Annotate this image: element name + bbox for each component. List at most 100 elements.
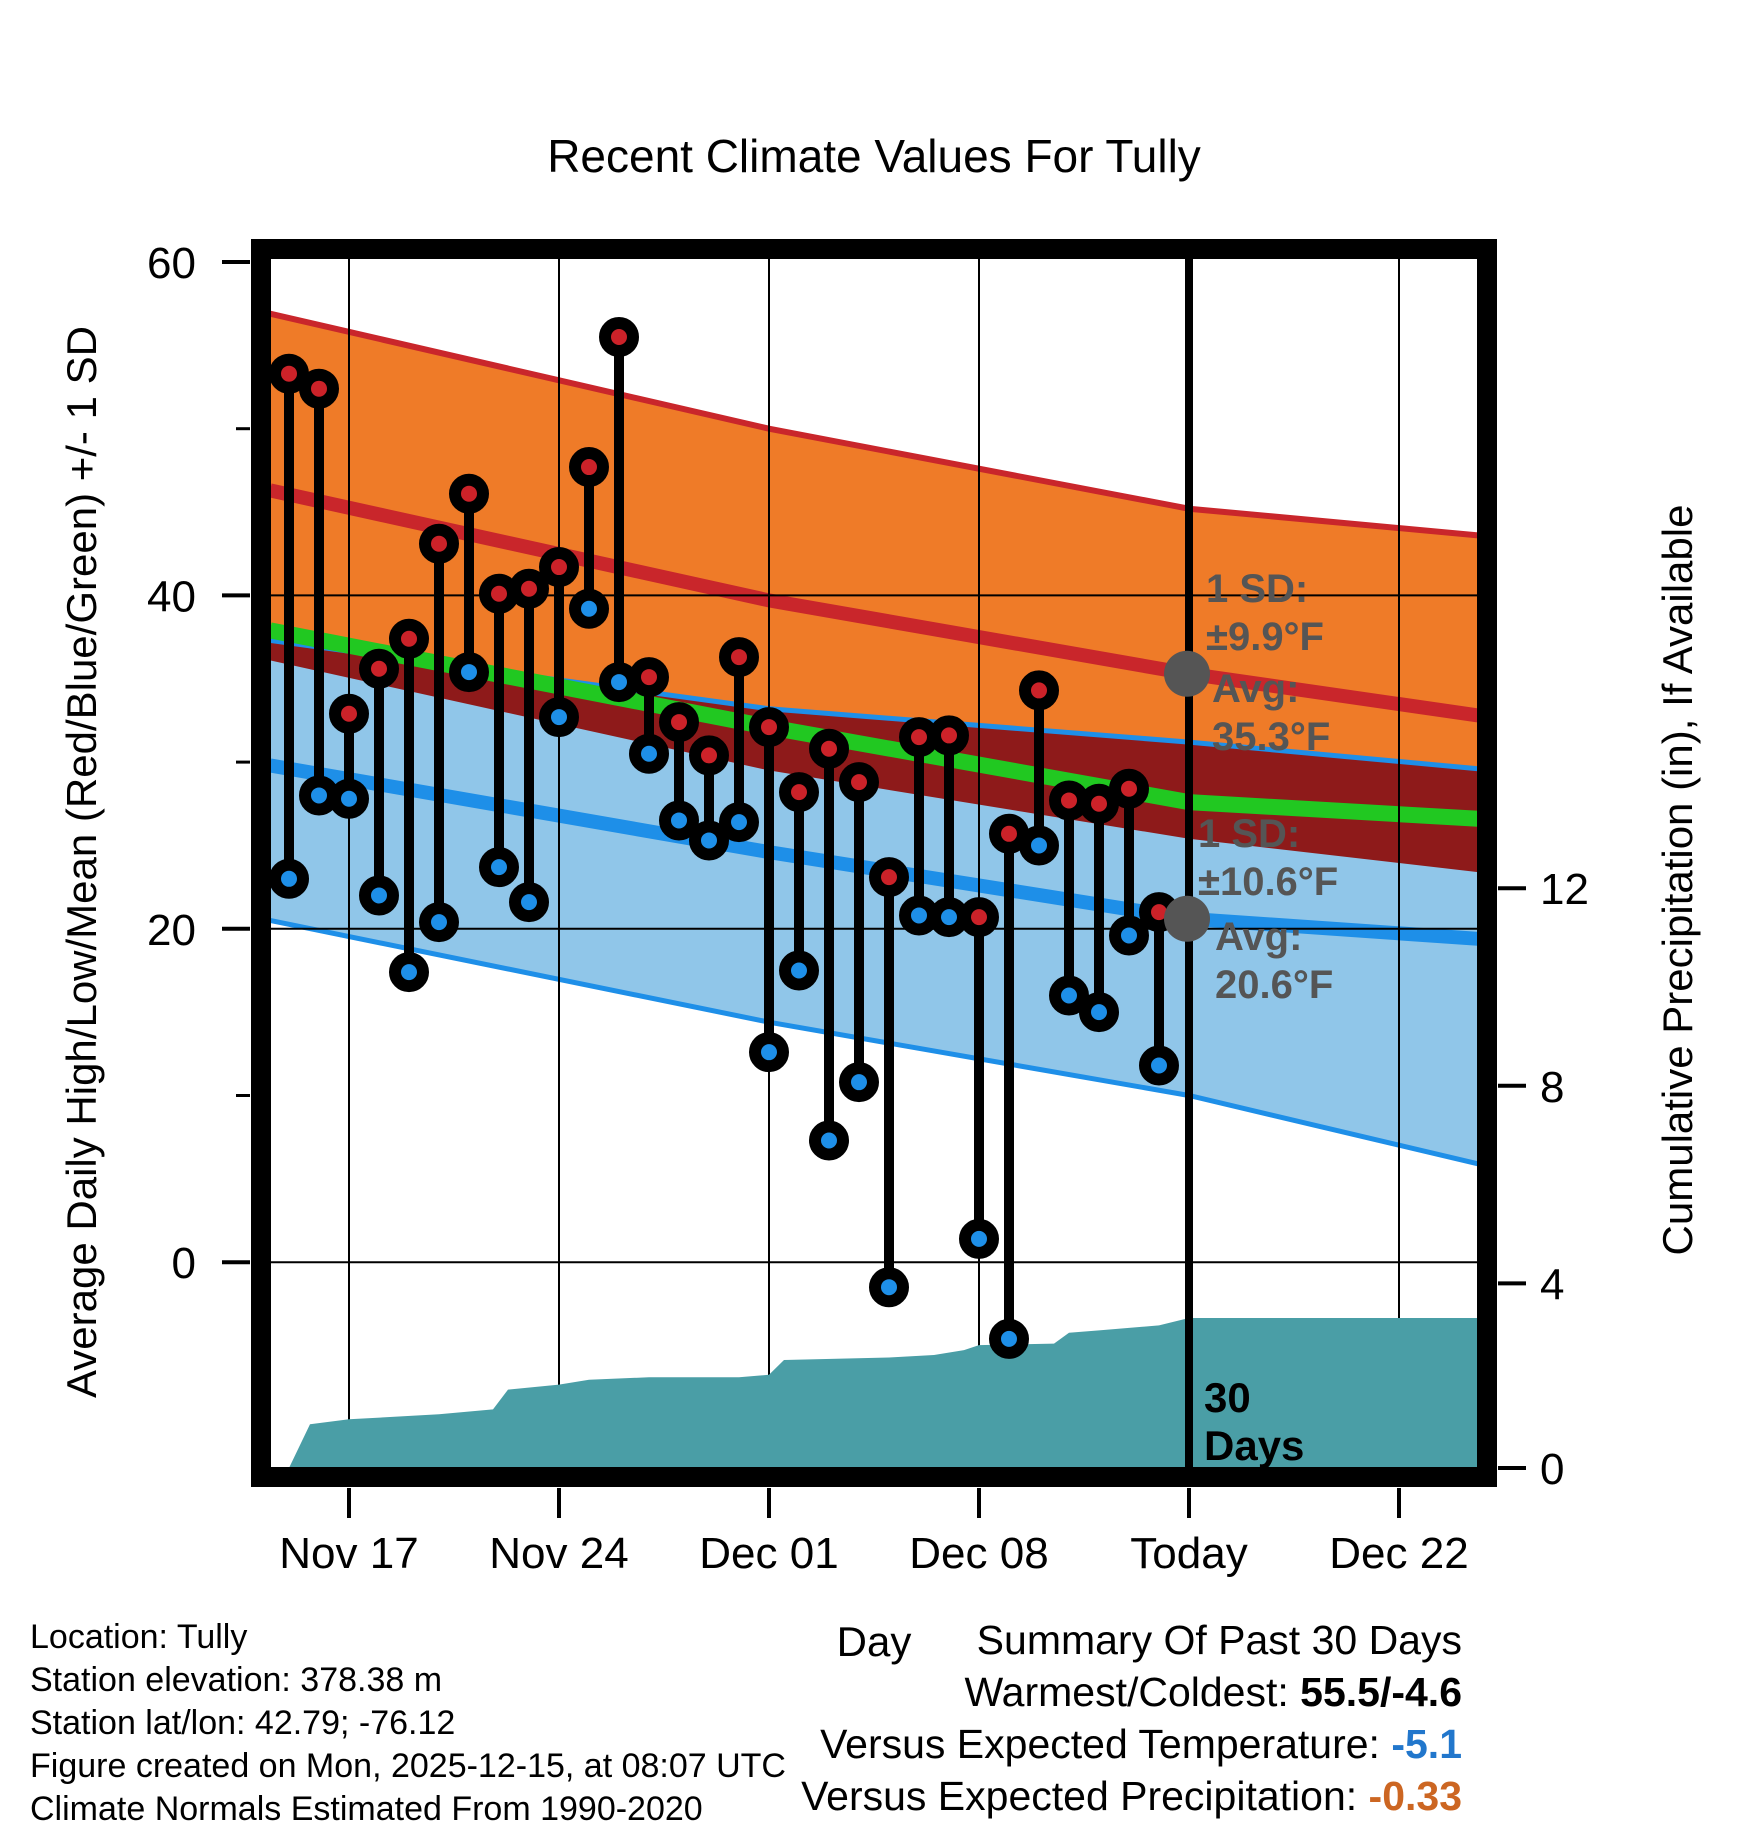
low-dot bbox=[779, 950, 819, 991]
x-tick-label: Nov 24 bbox=[489, 1529, 628, 1578]
y-axis-right-label: Cumulative Precipitation (in), If Availa… bbox=[1654, 505, 1701, 1256]
daily-stem bbox=[569, 447, 609, 629]
high-dot bbox=[809, 728, 849, 769]
avg-high-annotation-line1: Avg: bbox=[1212, 667, 1299, 711]
annotation-dots bbox=[1164, 650, 1210, 942]
low-dot bbox=[509, 882, 549, 923]
high-dot bbox=[779, 772, 819, 813]
low-dot bbox=[1019, 825, 1059, 866]
high-dot bbox=[959, 897, 999, 938]
low-dot bbox=[1049, 975, 1089, 1016]
low-dot bbox=[599, 662, 639, 703]
low-dot bbox=[719, 802, 759, 843]
high-dot bbox=[1049, 780, 1089, 821]
daily-stem bbox=[329, 693, 369, 819]
band-overlap bbox=[270, 640, 1478, 873]
high-dot bbox=[389, 618, 429, 659]
high-dot bbox=[539, 547, 579, 588]
high-dot bbox=[419, 523, 459, 564]
y-right-tick-label: 0 bbox=[1540, 1445, 1564, 1494]
high-dot bbox=[869, 857, 909, 898]
low-dot bbox=[479, 847, 519, 888]
low-dot bbox=[839, 1062, 879, 1103]
high-dot bbox=[1019, 670, 1059, 711]
daily-stem bbox=[299, 368, 339, 816]
high-dot bbox=[749, 707, 789, 748]
daily-stem bbox=[809, 728, 849, 1161]
high-dot bbox=[329, 693, 369, 734]
chart-title: Recent Climate Values For Tully bbox=[547, 130, 1201, 182]
daily-stem bbox=[839, 762, 879, 1103]
low-dot bbox=[929, 897, 969, 938]
high-temp-band bbox=[270, 313, 1478, 873]
normal-bands bbox=[268, 310, 1479, 1167]
y-left-tick-label: 40 bbox=[147, 572, 196, 621]
summary-row-label: Warmest/Coldest: bbox=[964, 1669, 1300, 1715]
daily-stem bbox=[1109, 768, 1149, 956]
high-dot bbox=[479, 573, 519, 614]
high-dot bbox=[659, 702, 699, 743]
y-right-tick-label: 12 bbox=[1540, 865, 1589, 914]
high-dot bbox=[689, 735, 729, 776]
high-dot bbox=[899, 717, 939, 758]
summary-row: Versus Expected Precipitation: -0.33 bbox=[801, 1773, 1462, 1819]
station-info-line: Station lat/lon: 42.79; -76.12 bbox=[30, 1704, 455, 1742]
sd-low-annotation-line2: ±10.6°F bbox=[1198, 860, 1338, 904]
high-dot bbox=[569, 447, 609, 488]
daily-stem bbox=[389, 618, 429, 993]
summary-row: Versus Expected Temperature: -5.1 bbox=[820, 1721, 1462, 1767]
low-dot bbox=[869, 1267, 909, 1308]
plot-border bbox=[251, 239, 1497, 1487]
daily-stem bbox=[629, 657, 669, 774]
high-dot bbox=[719, 637, 759, 678]
high-dot bbox=[839, 762, 879, 803]
daily-high-low-stems bbox=[269, 317, 1179, 1359]
low-dot bbox=[629, 733, 669, 774]
high-dot bbox=[509, 568, 549, 609]
low-dot bbox=[749, 1032, 789, 1073]
station-info-line: Climate Normals Estimated From 1990-2020 bbox=[30, 1790, 703, 1828]
high-dot bbox=[449, 473, 489, 514]
avg-low-dot bbox=[1164, 895, 1210, 942]
high-dot bbox=[1079, 783, 1119, 824]
low-dot bbox=[659, 800, 699, 841]
cumulative-precip-area bbox=[270, 1317, 1478, 1468]
y-left-tick-label: 60 bbox=[147, 239, 196, 288]
station-info-line: Figure created on Mon, 2025-12-15, at 08… bbox=[30, 1747, 786, 1785]
low-dot bbox=[809, 1120, 849, 1161]
avg-low-annotation-line1: Avg: bbox=[1215, 915, 1302, 959]
station-info-block: Location: Tully Station elevation: 378.38… bbox=[30, 1618, 786, 1828]
low-dot bbox=[899, 895, 939, 936]
sd-high-annotation-line2: ±9.9°F bbox=[1206, 615, 1324, 659]
daily-stem bbox=[959, 897, 999, 1259]
summary-row-value: 55.5/-4.6 bbox=[1300, 1669, 1462, 1715]
x-tick-label: Dec 22 bbox=[1329, 1529, 1468, 1578]
daily-stem bbox=[719, 637, 759, 843]
y-right-tick-label: 8 bbox=[1540, 1063, 1564, 1112]
summary-block: Warmest/Coldest: 55.5/-4.6 Versus Expecte… bbox=[801, 1669, 1462, 1819]
x-tick-label: Today bbox=[1130, 1529, 1247, 1578]
summary-title: Summary Of Past 30 Days bbox=[977, 1617, 1462, 1663]
high-dot bbox=[299, 368, 339, 409]
plot-frame bbox=[222, 239, 1526, 1518]
window-30-days-line2: Days bbox=[1204, 1422, 1304, 1469]
summary-row-value: -5.1 bbox=[1391, 1721, 1462, 1767]
high-dot bbox=[359, 648, 399, 689]
low-dot bbox=[299, 775, 339, 816]
y-left-tick-label: 20 bbox=[147, 906, 196, 955]
summary-row-label: Versus Expected Precipitation: bbox=[801, 1773, 1368, 1819]
avg-high-dot bbox=[1164, 650, 1210, 697]
x-tick-label: Dec 01 bbox=[699, 1529, 838, 1578]
high-dot bbox=[599, 317, 639, 358]
low-dot bbox=[1109, 915, 1149, 956]
daily-stem bbox=[419, 523, 459, 943]
low-dot bbox=[539, 697, 579, 738]
daily-stem bbox=[539, 547, 579, 738]
daily-stem bbox=[509, 568, 549, 923]
x-axis-label: Day bbox=[837, 1618, 912, 1665]
low-dot bbox=[419, 902, 459, 943]
sd-low-annotation-line1: 1 SD: bbox=[1198, 812, 1300, 856]
